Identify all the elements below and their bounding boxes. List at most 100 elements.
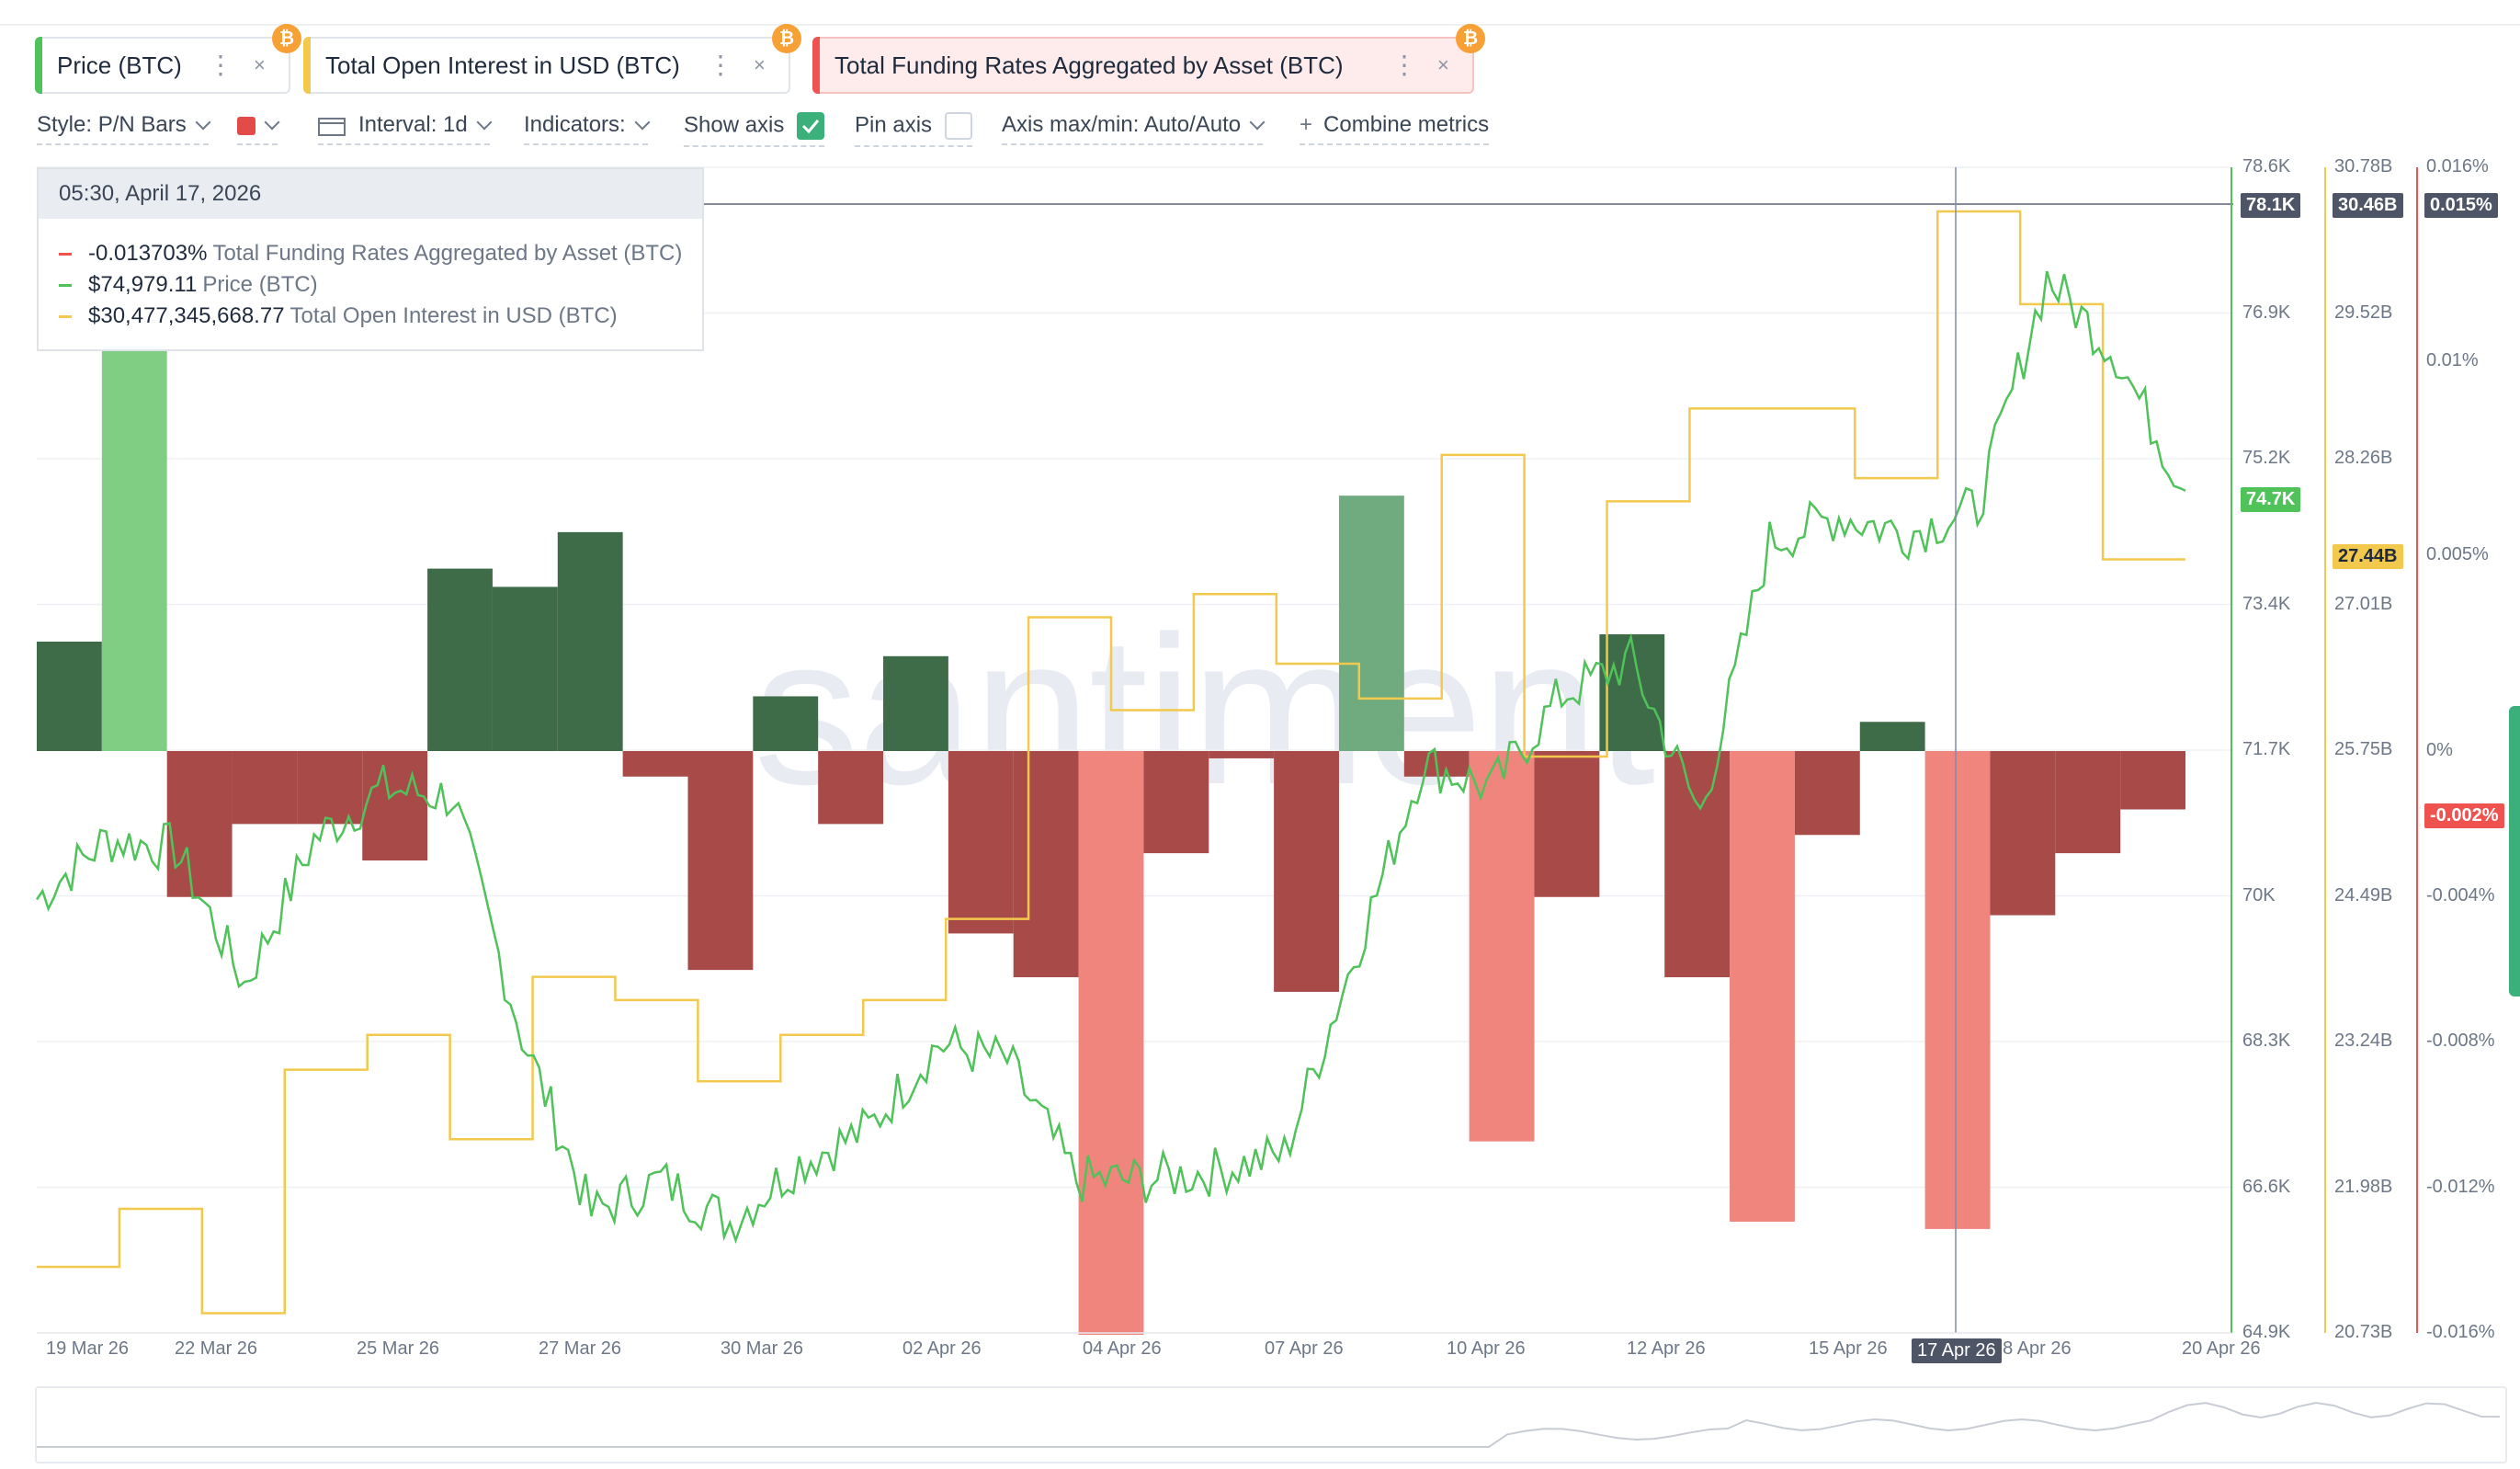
funding-bar <box>1469 751 1535 1142</box>
funding-bar <box>1924 751 1991 1229</box>
oi-last-tag: 27.44B <box>2333 544 2403 569</box>
more-options-icon[interactable]: ⋮ <box>1391 51 1417 79</box>
x-axis-tick: 22 Mar 26 <box>175 1338 258 1359</box>
range-navigator[interactable] <box>35 1386 2507 1463</box>
funding-bar <box>427 568 493 751</box>
close-icon[interactable]: × <box>254 53 266 76</box>
show-axis-toggle[interactable]: Show axis <box>684 112 825 147</box>
plus-icon: + <box>1300 112 1313 137</box>
funding-axis-tick: -0.004% <box>2426 885 2495 905</box>
price-axis-tick: 68.3K <box>2242 1031 2291 1051</box>
color-picker[interactable] <box>237 112 280 145</box>
indicators-dropdown[interactable]: Indicators: <box>524 112 651 145</box>
tooltip-row-open-interest: $30,477,345,668.77 Total Open Interest in… <box>59 303 618 329</box>
tooltip-metric-name: Total Open Interest in USD (BTC) <box>289 303 618 328</box>
oi-axis-tick: 30.78B <box>2334 156 2393 177</box>
chart-lines <box>35 210 2186 1315</box>
close-icon[interactable]: × <box>1437 53 1449 76</box>
funding-bar <box>1209 751 1275 758</box>
show-axis-checkbox[interactable] <box>797 112 825 140</box>
oi-axis-tick: 20.73B <box>2334 1322 2393 1342</box>
oi-axis-tick: 23.24B <box>2334 1031 2393 1051</box>
tooltip-metric-name: Total Funding Rates Aggregated by Asset … <box>212 241 683 266</box>
price-axis-tick: 73.4K <box>2242 593 2291 614</box>
funding-bar <box>1534 751 1600 897</box>
metric-chip-price[interactable]: Price (BTC) ⋮ × ₿ <box>35 24 301 94</box>
oi-axis-tick: 27.01B <box>2334 593 2393 614</box>
style-dropdown[interactable]: Style: P/N Bars <box>37 112 211 145</box>
tooltip-metric-name: Price (BTC) <box>202 272 318 297</box>
bitcoin-icon: ₿ <box>1456 24 1485 53</box>
x-cursor-tag: 17 Apr 26 <box>1912 1338 2002 1363</box>
interval-dropdown[interactable]: Interval: 1d <box>318 112 493 145</box>
funding-axis-tick: 0% <box>2426 740 2453 760</box>
funding-bar <box>1274 751 1339 992</box>
x-axis-tick: 02 Apr 26 <box>902 1338 982 1359</box>
price-axis-tick: 66.6K <box>2242 1176 2291 1197</box>
funding-bar <box>297 751 363 825</box>
oi-axis-tick: 28.26B <box>2334 448 2393 468</box>
oi-axis-tick: 21.98B <box>2334 1176 2393 1197</box>
pin-axis-checkbox[interactable] <box>945 112 973 140</box>
funding-bar <box>2120 751 2185 810</box>
funding-bar <box>687 751 754 971</box>
metric-color-bar <box>35 37 42 94</box>
price-axis-tick: 71.7K <box>2242 739 2291 759</box>
legend-marker <box>59 253 72 256</box>
x-axis-tick: 07 Apr 26 <box>1265 1338 1344 1359</box>
pin-axis-toggle[interactable]: Pin axis <box>855 112 973 147</box>
x-axis-tick: 25 Mar 26 <box>357 1338 440 1359</box>
funding-bar <box>1859 722 1925 751</box>
funding-bar <box>948 751 1014 934</box>
funding-axis-tick: 0.016% <box>2426 156 2489 177</box>
funding-bar <box>557 531 623 751</box>
funding-bar <box>1078 751 1144 1335</box>
metric-chip-open-interest[interactable]: Total Open Interest in USD (BTC) ⋮ × ₿ <box>303 24 801 94</box>
combine-metrics-label: Combine metrics <box>1323 112 1490 137</box>
top-border <box>0 24 2520 26</box>
price-axis-tick: 70K <box>2242 884 2276 905</box>
show-axis-label: Show axis <box>684 112 785 138</box>
axis-maxmin-label: Axis max/min: Auto/Auto <box>1002 112 1242 137</box>
price-cursor-tag: 78.1K <box>2241 193 2301 218</box>
x-axis-tick: 30 Mar 26 <box>721 1338 804 1359</box>
funding-bar <box>1664 751 1731 978</box>
axis-maxmin-dropdown[interactable]: Axis max/min: Auto/Auto <box>1002 112 1266 145</box>
open-interest-line <box>37 210 2185 1315</box>
metric-label: Total Funding Rates Aggregated by Asset … <box>834 51 1344 79</box>
x-axis-tick: 12 Apr 26 <box>1627 1338 1706 1359</box>
funding-bar <box>1013 751 1079 978</box>
funding-axis-tick: -0.016% <box>2426 1322 2495 1342</box>
metric-color-bar <box>303 37 311 94</box>
funding-rate-bars <box>37 203 2185 1335</box>
funding-bar <box>753 696 819 751</box>
x-axis-tick: 15 Apr 26 <box>1809 1338 1888 1359</box>
funding-bar <box>1794 751 1860 836</box>
more-options-icon[interactable]: ⋮ <box>208 51 233 79</box>
tooltip-row-price: $74,979.11 Price (BTC) <box>59 272 318 298</box>
funding-axis-tick: 0.005% <box>2426 544 2489 564</box>
funding-axis-tick: -0.012% <box>2426 1177 2495 1197</box>
side-panel-handle[interactable] <box>2509 706 2520 996</box>
metric-label: Price (BTC) <box>57 51 182 79</box>
legend-marker <box>59 284 72 288</box>
price-axis-tick: 64.9K <box>2242 1322 2291 1342</box>
funding-bar <box>1338 495 1404 751</box>
funding-bar <box>492 586 558 751</box>
navigator-sparkline <box>37 1401 2501 1448</box>
pin-axis-label: Pin axis <box>855 112 933 138</box>
metric-color-bar <box>812 37 820 94</box>
x-axis-tick: 27 Mar 26 <box>539 1338 622 1359</box>
more-options-icon[interactable]: ⋮ <box>708 51 733 79</box>
metric-chip-funding-rates[interactable]: Total Funding Rates Aggregated by Asset … <box>812 24 1485 94</box>
close-icon[interactable]: × <box>754 53 766 76</box>
oi-axis-tick: 24.49B <box>2334 884 2393 905</box>
tooltip-date: 05:30, April 17, 2026 <box>39 169 702 219</box>
x-axis-tick: 20 Apr 26 <box>2182 1338 2261 1359</box>
oi-cursor-tag: 30.46B <box>2333 193 2403 218</box>
bitcoin-icon: ₿ <box>772 24 801 53</box>
combine-metrics-button[interactable]: + Combine metrics <box>1300 112 1490 145</box>
tooltip-value: $30,477,345,668.77 <box>88 303 285 328</box>
legend-marker <box>59 315 72 319</box>
